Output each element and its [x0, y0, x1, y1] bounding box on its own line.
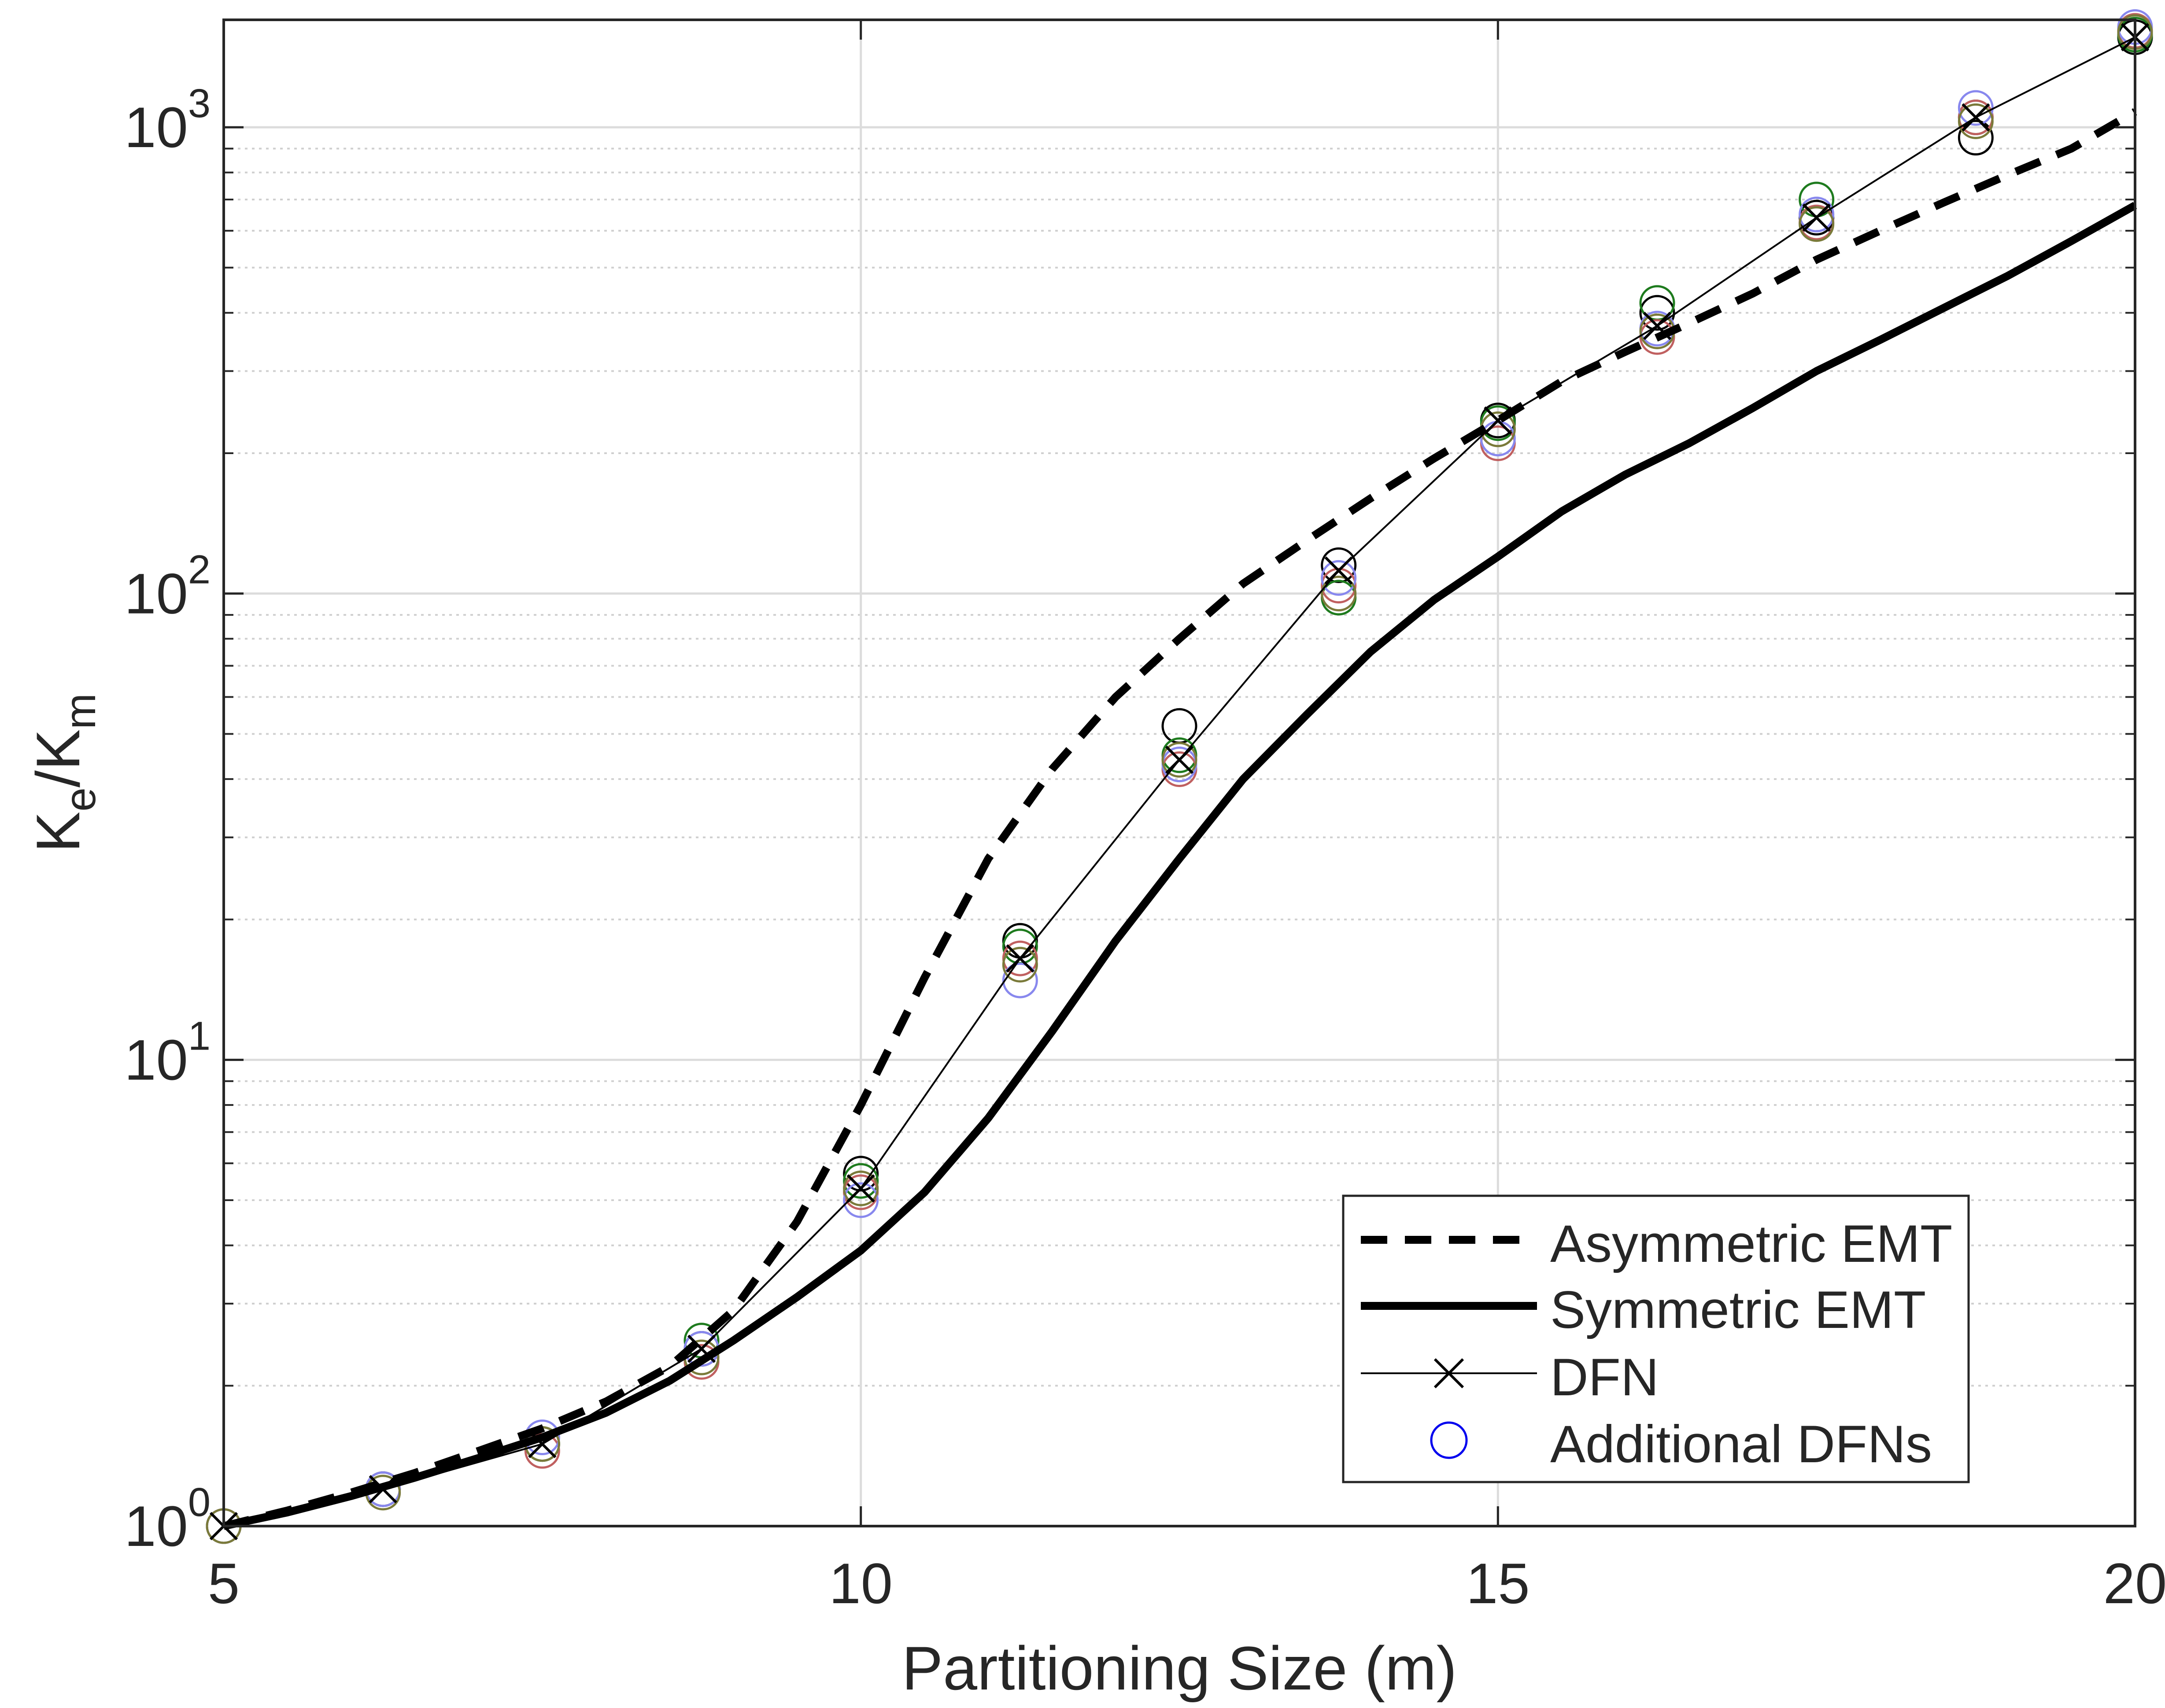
additional-dfn-marker — [1002, 940, 1038, 976]
y-axis-label-sub1: e — [56, 787, 104, 812]
legend-label-symmetric-emt: Symmetric EMT — [1550, 1280, 1926, 1339]
additional-dfn-marker — [843, 1156, 879, 1192]
y-axis-label: Ke/Km — [23, 693, 104, 853]
dfn-marker — [1324, 556, 1353, 585]
dfn-marker — [846, 1174, 875, 1203]
additional-dfn-marker — [1321, 560, 1357, 596]
y-tick-label: 103 — [124, 81, 211, 159]
minor-gridlines — [224, 148, 2135, 1387]
legend-box — [1342, 1194, 1970, 1483]
additional-dfn-marker — [1799, 206, 1835, 242]
legend: Asymmetric EMT Symmetric EMT DFN Additio… — [1342, 1194, 1970, 1483]
additional-dfn-marker — [1958, 120, 1994, 156]
y-tick-label-exponent: 2 — [188, 547, 211, 592]
dfn-marker — [1962, 103, 1990, 132]
additional-dfn-marker — [1958, 103, 1994, 139]
dfn-marker — [1006, 944, 1034, 973]
y-tick-label: 101 — [124, 1013, 211, 1092]
y-axis-label-sub2: m — [56, 693, 104, 729]
y-tick-label-base: 10 — [124, 95, 188, 159]
legend-sample-additional-dfns — [1430, 1421, 1468, 1459]
x-axis-ticks: 5 10 15 20 — [208, 20, 2165, 1616]
y-axis-label-sep: /K — [23, 729, 92, 787]
additional-dfn-marker — [843, 1182, 879, 1218]
y-tick-label-exponent: 1 — [188, 1013, 211, 1058]
dfn-marker — [1484, 406, 1512, 435]
y-tick-label-base: 10 — [124, 1028, 188, 1092]
dfn-marker — [1643, 311, 1672, 340]
x-tick-label: 20 — [2103, 1551, 2165, 1616]
y-tick-label-base: 10 — [124, 562, 188, 626]
additional-dfn-marker — [1002, 946, 1038, 983]
dfn-marker — [1165, 745, 1194, 774]
plot-frame — [222, 18, 2136, 1527]
x-tick-label: 10 — [829, 1551, 893, 1616]
y-tick-label-base: 10 — [124, 1494, 188, 1558]
y-tick-label-exponent: 3 — [188, 81, 211, 126]
additional-dfn-marker — [1161, 742, 1197, 778]
legend-label-additional-dfns: Additional DFNs — [1550, 1415, 1932, 1474]
additional-dfn-marker — [1799, 196, 1835, 233]
additional-dfn-marker — [1639, 295, 1675, 331]
y-tick-label-exponent: 0 — [188, 1480, 211, 1525]
additional-dfn-marker — [1480, 405, 1516, 441]
legend-label-asymmetric-emt: Asymmetric EMT — [1550, 1214, 1952, 1273]
additional-dfn-marker — [843, 1163, 879, 1199]
series-line-symmetric-emt — [223, 202, 2137, 1530]
additional-dfn-marker — [1002, 962, 1038, 998]
dfn-marker — [687, 1335, 716, 1363]
series-layer — [206, 9, 2153, 1544]
x-axis-label: Partitioning Size (m) — [902, 1634, 1457, 1703]
legend-sample-dfn-marker — [1433, 1358, 1464, 1389]
x-tick-label: 15 — [1466, 1551, 1530, 1616]
y-tick-label: 100 — [124, 1480, 211, 1558]
dfn-marker — [1802, 203, 1831, 232]
y-tick-label: 102 — [124, 547, 211, 626]
series-line-asymmetric-emt — [222, 108, 2137, 1530]
additional-dfn-marker — [1321, 576, 1357, 612]
y-axis-label-main: K — [23, 812, 92, 853]
x-tick-label: 5 — [208, 1551, 240, 1616]
additional-dfn-marker — [843, 1170, 879, 1206]
dfn-marker — [528, 1430, 557, 1458]
legend-label-dfn: DFN — [1550, 1348, 1659, 1407]
dfn-marker — [369, 1475, 397, 1504]
